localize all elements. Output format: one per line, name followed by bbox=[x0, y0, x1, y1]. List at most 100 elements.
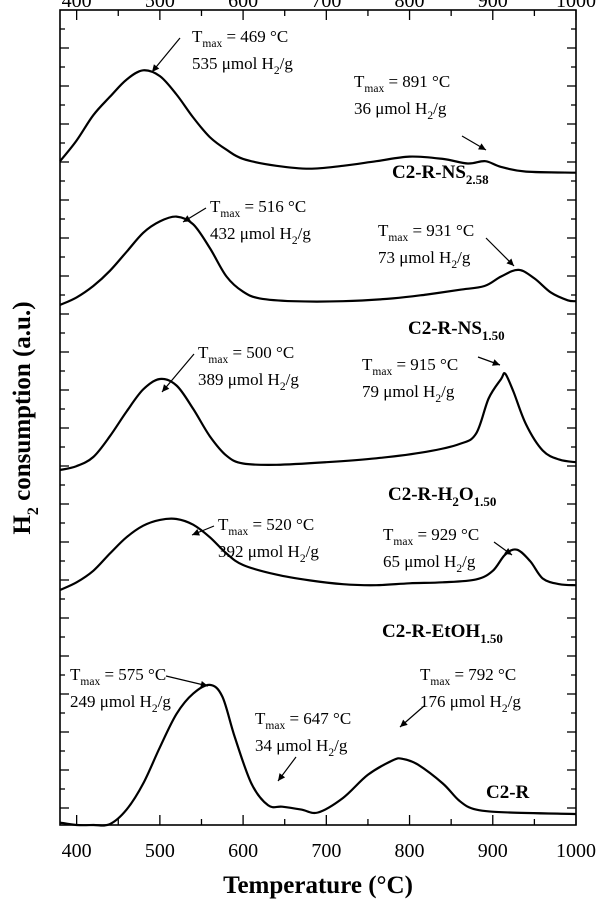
annotation-arrow bbox=[151, 37, 181, 73]
amount-sub: 2 bbox=[274, 65, 280, 77]
amount-label: 249 μmol H2/g bbox=[70, 692, 171, 715]
amount-value: 65 μmol H bbox=[383, 552, 456, 571]
tmax-prefix: T bbox=[218, 515, 229, 534]
tmax-value: = 520 °C bbox=[248, 515, 314, 534]
peak-annotation: Tmax = 469 °C 535 μmol H2/g bbox=[151, 27, 293, 77]
tmax-label: Tmax = 915 °C bbox=[362, 355, 458, 378]
amount-suffix: /g bbox=[457, 248, 471, 267]
tmax-label: Tmax = 891 °C bbox=[354, 72, 450, 95]
tmax-prefix: T bbox=[362, 355, 373, 374]
amount-value: 389 μmol H bbox=[198, 370, 280, 389]
x-tick-label-top: 900 bbox=[478, 0, 508, 12]
amount-sub: 2 bbox=[328, 747, 334, 759]
tmax-value: = 915 °C bbox=[392, 355, 458, 374]
series-line-1 bbox=[59, 69, 577, 174]
axis-ticks bbox=[60, 10, 577, 825]
amount-value: 73 μmol H bbox=[378, 248, 451, 267]
series-label-mid: 2 bbox=[452, 494, 459, 509]
amount-label: 389 μmol H2/g bbox=[198, 370, 299, 393]
tmax-label: Tmax = 931 °C bbox=[378, 221, 474, 244]
amount-label: 34 μmol H2/g bbox=[255, 736, 348, 759]
annotation-arrowhead bbox=[152, 64, 160, 72]
peak-annotation: Tmax = 915 °C 79 μmol H2/g bbox=[362, 355, 501, 405]
tmax-value: = 500 °C bbox=[228, 343, 294, 362]
tmax-label: Tmax = 500 °C bbox=[198, 343, 294, 366]
series-line-2 bbox=[59, 215, 577, 307]
x-tick-label-bottom: 500 bbox=[145, 840, 175, 862]
tmax-value: = 931 °C bbox=[408, 221, 474, 240]
tmax-value: = 647 °C bbox=[285, 709, 351, 728]
tmax-prefix: T bbox=[210, 197, 221, 216]
series-label-5: C2-R bbox=[486, 782, 530, 803]
x-tick-label-bottom: 900 bbox=[478, 840, 508, 862]
tmax-value: = 929 °C bbox=[413, 525, 479, 544]
x-tick-label-top: 500 bbox=[145, 0, 175, 12]
tmax-label: Tmax = 575 °C bbox=[70, 665, 166, 688]
axis-tick-labels: 400 400 500 500 600 600 700 700 800 800 900 900 1000… bbox=[62, 0, 596, 862]
amount-suffix: /g bbox=[158, 692, 172, 711]
amount-value: 392 μmol H bbox=[218, 542, 300, 561]
peak-annotation: Tmax = 575 °C 249 μmol H2/g bbox=[70, 665, 209, 715]
x-tick-label-bottom: 700 bbox=[311, 840, 341, 862]
tmax-prefix: T bbox=[70, 665, 81, 684]
amount-label: 392 μmol H2/g bbox=[218, 542, 319, 565]
annotation-arrowhead bbox=[492, 359, 500, 366]
tmax-label: Tmax = 792 °C bbox=[420, 665, 516, 688]
series-label-sub: 2.58 bbox=[466, 172, 489, 187]
series-label-main: C2-R bbox=[486, 782, 530, 803]
peak-annotation: Tmax = 516 °C 432 μmol H2/g bbox=[182, 197, 311, 247]
amount-sub: 2 bbox=[502, 703, 508, 715]
tmax-sub: max bbox=[393, 536, 413, 548]
x-tick-label-bottom: 1000 bbox=[556, 840, 596, 862]
tmax-sub: max bbox=[372, 366, 392, 378]
tmax-sub: max bbox=[364, 83, 384, 95]
peak-annotation: Tmax = 891 °C 36 μmol H2/g bbox=[354, 72, 487, 151]
series-labels: C2-R-NS2.58C2-R-NS1.50C2-R-H2O1.50C2-R-E… bbox=[382, 162, 530, 803]
x-tick-label-top: 400 bbox=[62, 0, 92, 12]
tmax-label: Tmax = 929 °C bbox=[383, 525, 479, 548]
amount-suffix: /g bbox=[298, 224, 312, 243]
amount-sub: 2 bbox=[435, 393, 441, 405]
amount-sub: 2 bbox=[456, 563, 462, 575]
amount-value: 36 μmol H bbox=[354, 99, 427, 118]
series-label-sub: 1.50 bbox=[474, 494, 497, 509]
tmax-prefix: T bbox=[420, 665, 431, 684]
series-label-main: C2-R-H bbox=[388, 484, 453, 505]
tmax-prefix: T bbox=[192, 27, 203, 46]
amount-value: 535 μmol H bbox=[192, 54, 274, 73]
peak-annotation: Tmax = 929 °C 65 μmol H2/g bbox=[383, 525, 513, 575]
amount-label: 79 μmol H2/g bbox=[362, 382, 455, 405]
peak-annotation: Tmax = 647 °C 34 μmol H2/g bbox=[255, 709, 351, 782]
amount-sub: 2 bbox=[280, 381, 286, 393]
amount-sub: 2 bbox=[152, 703, 158, 715]
tmax-sub: max bbox=[80, 676, 100, 688]
series-line-4 bbox=[59, 517, 577, 592]
annotation-arrow bbox=[161, 353, 195, 393]
amount-suffix: /g bbox=[306, 542, 320, 561]
tmax-label: Tmax = 469 °C bbox=[192, 27, 288, 50]
amount-label: 535 μmol H2/g bbox=[192, 54, 293, 77]
x-axis-title: Temperature (°C) bbox=[223, 872, 413, 899]
series-label-rest: O bbox=[459, 484, 474, 505]
x-tick-label-top: 1000 bbox=[556, 0, 596, 12]
annotation-arrowhead bbox=[504, 547, 512, 555]
x-tick-label-top: 700 bbox=[311, 0, 341, 12]
series-label-sub: 1.50 bbox=[482, 328, 505, 343]
plot-frame bbox=[59, 9, 577, 826]
x-tick-label-top: 600 bbox=[228, 0, 258, 12]
annotation-arrowhead bbox=[183, 215, 191, 222]
x-tick-label-bottom: 600 bbox=[228, 840, 258, 862]
tmax-prefix: T bbox=[198, 343, 209, 362]
series-label-3: C2-R-H2O1.50 bbox=[388, 484, 496, 509]
tmax-sub: max bbox=[220, 208, 240, 220]
amount-sub: 2 bbox=[451, 259, 457, 271]
amount-suffix: /g bbox=[280, 54, 294, 73]
series-line-5 bbox=[59, 683, 577, 827]
amount-sub: 2 bbox=[292, 235, 298, 247]
amount-sub: 2 bbox=[300, 553, 306, 565]
annotation-arrowhead bbox=[478, 143, 486, 150]
series-line-3 bbox=[59, 372, 577, 472]
amount-label: 432 μmol H2/g bbox=[210, 224, 311, 247]
